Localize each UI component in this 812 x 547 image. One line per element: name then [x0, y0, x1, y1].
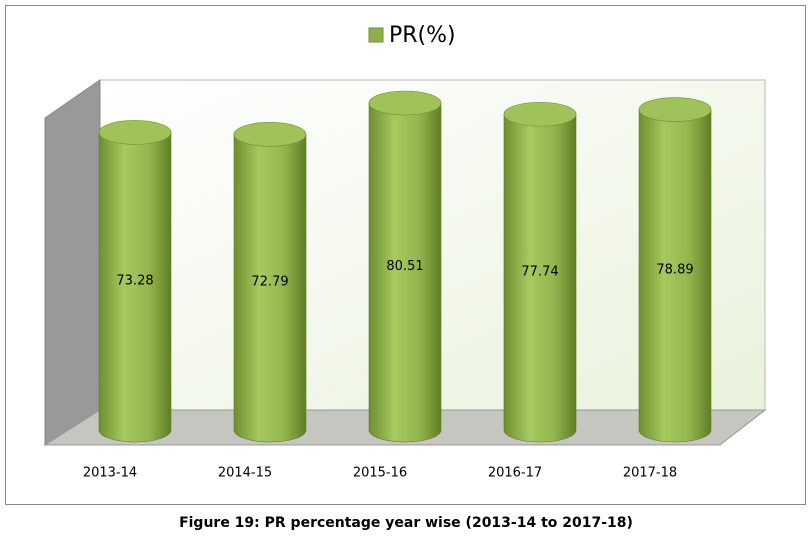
- x-tick-label: 2014-15: [218, 466, 272, 481]
- cylinder-top: [233, 122, 307, 147]
- cylinder-top: [368, 90, 442, 116]
- x-tick-label: 2017-18: [623, 466, 677, 481]
- cylinder-body: [638, 109, 712, 443]
- x-tick-label: 2016-17: [488, 466, 542, 481]
- data-label: 72.79: [251, 275, 288, 290]
- cylinder-top: [503, 101, 577, 127]
- data-label: 78.89: [656, 262, 693, 277]
- x-tick-label: 2015-16: [353, 466, 407, 481]
- cylinder-top: [638, 97, 712, 122]
- data-label: 80.51: [386, 259, 423, 274]
- data-label: 77.74: [521, 265, 558, 280]
- caption: Figure 19: PR percentage year wise (2013…: [179, 515, 633, 531]
- cylinder-body: [368, 102, 442, 443]
- side-wall: [44, 79, 101, 446]
- legend-label: PR(%): [389, 23, 456, 48]
- cylinder-body: [98, 132, 172, 443]
- data-label: 73.28: [116, 274, 153, 289]
- legend-swatch: [368, 27, 384, 43]
- cylinder-body: [503, 113, 577, 443]
- x-tick-label: 2013-14: [83, 466, 137, 481]
- cylinder-body: [233, 134, 307, 443]
- cylinder-top: [98, 120, 172, 145]
